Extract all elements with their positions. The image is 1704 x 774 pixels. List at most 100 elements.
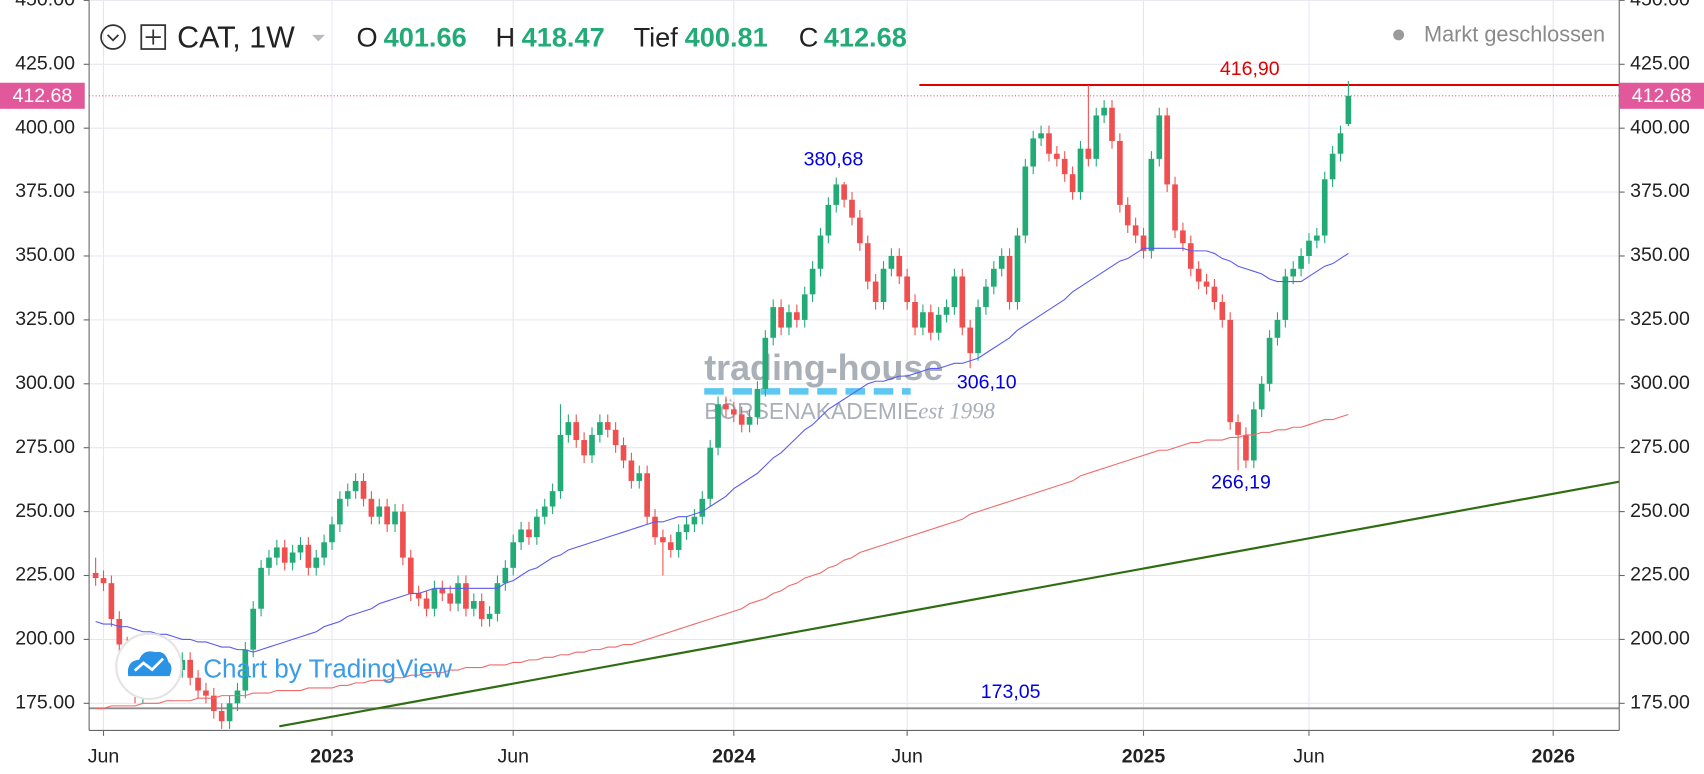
x-tick-label: Jun: [1293, 746, 1325, 768]
watermark-title: trading-house: [704, 348, 943, 388]
candle-body: [1314, 235, 1320, 241]
candle-body: [896, 255, 903, 277]
ticker[interactable]: CAT, 1W: [177, 20, 295, 54]
y-tick-label: 200.00: [1630, 628, 1690, 650]
candle-body: [565, 422, 572, 435]
x-tick-label: Jun: [497, 746, 529, 768]
candle-body: [754, 388, 761, 418]
x-tick-label: 2026: [1531, 746, 1575, 768]
candle-body: [352, 480, 359, 492]
candle-body: [1306, 240, 1312, 256]
candle-body: [589, 434, 595, 456]
candle-body: [730, 409, 737, 415]
candle-body: [234, 690, 241, 704]
candle-body: [691, 516, 698, 525]
candle-body: [809, 268, 816, 295]
candle-body: [218, 710, 225, 722]
candle-body: [1258, 383, 1265, 410]
candle-body: [329, 524, 335, 543]
ohlc-label: O: [356, 21, 377, 52]
candle-body: [675, 532, 682, 550]
candle-body: [431, 588, 438, 609]
candle-body: [975, 307, 981, 354]
candle-body: [620, 445, 627, 461]
candle-body: [463, 583, 469, 609]
candle-body: [888, 255, 895, 269]
candle-body: [935, 314, 942, 333]
candle-body: [541, 506, 548, 517]
market-status: Markt geschlossen: [1424, 22, 1605, 47]
candle-body: [872, 281, 879, 303]
y-tick-label: 325.00: [1630, 308, 1690, 330]
ohlc-value: 400.81: [685, 21, 768, 52]
dropdown-arrow[interactable]: [311, 34, 325, 42]
candle-body: [187, 659, 194, 678]
header: CAT, 1W O 401.66 H 418.47 Tief 400.81 C …: [100, 20, 1605, 54]
ohlc-label: C: [799, 21, 819, 52]
candle-body: [510, 542, 517, 568]
candle-body: [1069, 174, 1076, 193]
candle-body: [1140, 235, 1147, 251]
candle-body: [1006, 255, 1013, 303]
candle-body: [801, 294, 808, 320]
candle-body: [707, 447, 714, 499]
candle-body: [951, 276, 958, 308]
candle-body: [762, 337, 769, 389]
candle-body: [825, 204, 832, 236]
candle-body: [880, 268, 887, 303]
candle-body: [1203, 281, 1210, 287]
candle-body: [1085, 148, 1092, 159]
candle-body: [439, 588, 446, 594]
candle-body: [723, 404, 729, 410]
candle-body: [1337, 133, 1344, 154]
candle-body: [1172, 184, 1178, 231]
candle-body: [1243, 434, 1249, 461]
add-icon[interactable]: [140, 24, 167, 50]
collapse-icon[interactable]: [100, 24, 126, 50]
candle-body: [203, 690, 209, 696]
x-tick-label: Jun: [88, 746, 120, 768]
candle-body: [738, 414, 745, 425]
level-label: 416,90: [1220, 58, 1280, 80]
candle-body: [502, 567, 509, 584]
credit[interactable]: Chart by TradingView: [115, 632, 452, 700]
candle-body: [226, 703, 233, 722]
candle-body: [108, 583, 115, 619]
candle-body: [470, 601, 477, 609]
candle-body: [376, 506, 383, 517]
credit-text[interactable]: Chart by TradingView: [203, 654, 452, 684]
candle-body: [612, 429, 619, 446]
candle-body: [959, 276, 966, 328]
candle-body: [1046, 133, 1052, 154]
candle-body: [636, 473, 643, 481]
grid: [89, 0, 1620, 731]
candle-body: [478, 601, 485, 619]
watermark: trading-house BÖRSENAKADEMIE est 1998: [704, 348, 996, 424]
candle-body: [778, 307, 784, 328]
y-tick-label: 175.00: [15, 691, 75, 713]
candle-body: [817, 235, 824, 269]
candle-body: [274, 547, 280, 558]
candle-body: [786, 312, 792, 328]
ohlc-value: 418.47: [522, 21, 605, 52]
level-label: 173,05: [981, 681, 1041, 703]
y-tick-label: 400.00: [1630, 116, 1690, 138]
tv-cloud: [127, 651, 172, 677]
candle-body: [116, 618, 123, 645]
candle-body: [549, 491, 556, 507]
candle-body: [1180, 230, 1186, 244]
candle-body: [667, 542, 674, 550]
candle-body: [1109, 107, 1115, 141]
candle-body: [1014, 235, 1021, 303]
ohlc-label: Tief: [634, 21, 679, 52]
y-tick-label: 450.00: [1630, 0, 1690, 11]
candle-body: [455, 583, 461, 604]
y-tick-label: 300.00: [1630, 372, 1690, 394]
candle-body: [628, 460, 635, 481]
candle-body: [770, 307, 777, 338]
candle-body: [1227, 319, 1234, 423]
tv-graph: [133, 657, 164, 672]
candle-body: [400, 511, 406, 558]
candle-body: [1132, 225, 1139, 236]
